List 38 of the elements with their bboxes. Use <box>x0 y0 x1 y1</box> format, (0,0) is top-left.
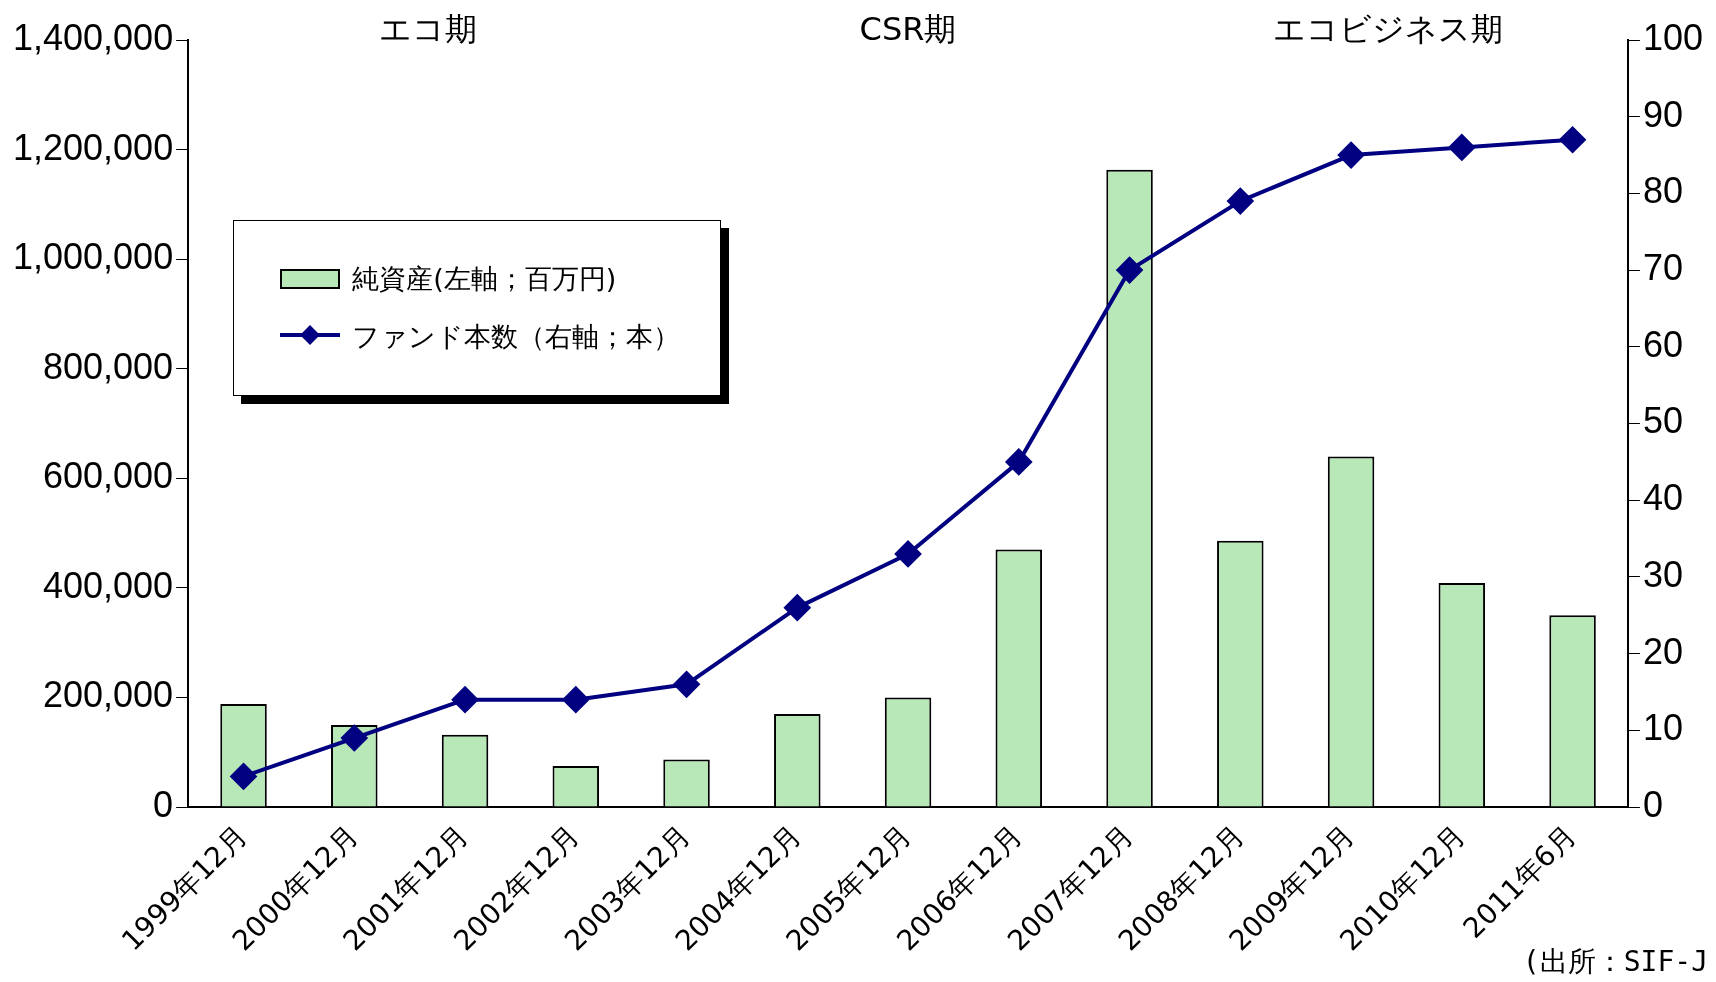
point <box>673 671 700 698</box>
point <box>1116 257 1143 284</box>
point <box>1338 142 1365 169</box>
point <box>1448 134 1475 161</box>
point <box>895 540 922 567</box>
y2-tick-label: 100 <box>1642 16 1704 58</box>
y2-tick-label: 0 <box>1642 783 1663 825</box>
y-tick-label: 200,000 <box>43 674 174 716</box>
text: (出所：SIF-J <box>1522 945 1708 979</box>
y2-tick-label: 40 <box>1642 477 1683 519</box>
y2-tick-label: 70 <box>1642 247 1683 289</box>
point <box>230 763 257 790</box>
y2-tick-label: 10 <box>1642 707 1683 749</box>
y2-tick-label: 20 <box>1642 630 1683 672</box>
y-tick-label: 400,000 <box>43 564 174 606</box>
y-tick-label: 800,000 <box>43 345 174 387</box>
point <box>452 686 479 713</box>
annotation: エコ期 <box>379 10 478 49</box>
legend-label: ファンド本数（右軸；本） <box>352 320 681 354</box>
point <box>1559 126 1586 153</box>
y2-tick-label: 80 <box>1642 170 1683 212</box>
y-tick-label: 600,000 <box>43 455 174 497</box>
point <box>341 725 368 752</box>
point <box>562 686 589 713</box>
y-tick-label: 1,400,000 <box>13 16 174 58</box>
point <box>1227 188 1254 215</box>
point <box>784 594 811 621</box>
annotation: CSR期 <box>859 10 957 49</box>
legend-label: 純資産(左軸；百万円) <box>352 262 617 296</box>
y2-tick-label: 60 <box>1642 323 1683 365</box>
y2-tick-label: 90 <box>1642 93 1683 135</box>
y2-tick-label: 30 <box>1642 553 1683 595</box>
annotation: エコビジネス期 <box>1272 10 1503 49</box>
y-tick-label: 1,200,000 <box>13 126 174 168</box>
y2-tick-label: 50 <box>1642 400 1683 442</box>
y-tick-label: 1,000,000 <box>13 236 174 278</box>
point <box>1005 448 1032 475</box>
y-tick-label: 0 <box>153 783 174 825</box>
